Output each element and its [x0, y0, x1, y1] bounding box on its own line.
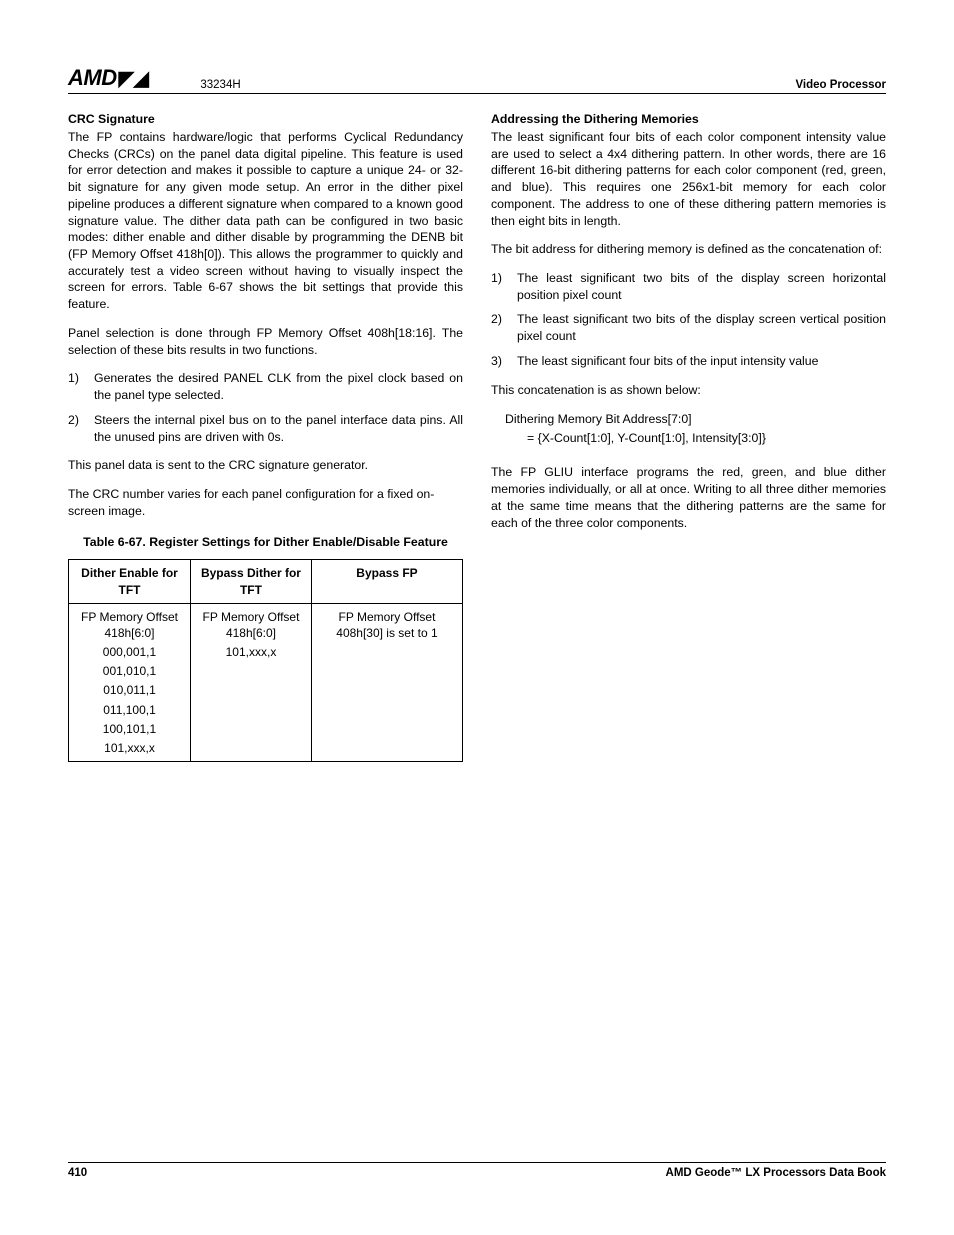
header-left: AMD◤◢ 33234H — [68, 65, 241, 91]
formula-line-2: = {X-Count[1:0], Y-Count[1:0], Intensity… — [505, 429, 886, 448]
page-footer: 410 AMD Geode™ LX Processors Data Book — [68, 1162, 886, 1179]
table-col-header: Bypass Dither for TFT — [191, 560, 312, 603]
amd-logo: AMD◤◢ — [68, 65, 148, 91]
cell-line: 000,001,1 — [73, 644, 186, 660]
amd-logo-text: AMD — [68, 65, 117, 91]
amd-logo-glyph: ◤◢ — [119, 66, 149, 91]
dither-mem-heading: Addressing the Dithering Memories — [491, 112, 886, 126]
list-item: Generates the desired PANEL CLK from the… — [68, 370, 463, 403]
cell-line: FP Memory Offset 418h[6:0] — [195, 609, 307, 641]
cell-line: 101,xxx,x — [73, 740, 186, 756]
list-item: The least significant four bits of the i… — [491, 353, 886, 370]
table-6-67-caption: Table 6-67. Register Settings for Dither… — [68, 535, 463, 551]
doc-code: 33234H — [200, 79, 240, 91]
list-item: The least significant two bits of the di… — [491, 270, 886, 303]
left-column: CRC Signature The FP contains hardware/l… — [68, 112, 463, 762]
section-title: Video Processor — [795, 79, 886, 91]
crc-para-2: Panel selection is done through FP Memor… — [68, 325, 463, 358]
page-number: 410 — [68, 1167, 87, 1179]
cell-line: 101,xxx,x — [195, 644, 307, 660]
table-cell: FP Memory Offset 418h[6:0] 000,001,1 001… — [69, 603, 191, 762]
content-columns: CRC Signature The FP contains hardware/l… — [68, 112, 886, 762]
dither-formula: Dithering Memory Bit Address[7:0] = {X-C… — [505, 410, 886, 448]
cell-line: FP Memory Offset 418h[6:0] — [73, 609, 186, 641]
table-cell: FP Memory Offset 418h[6:0] 101,xxx,x — [191, 603, 312, 762]
crc-para-3: This panel data is sent to the CRC signa… — [68, 457, 463, 474]
page-header: AMD◤◢ 33234H Video Processor — [68, 65, 886, 94]
cell-line: 011,100,1 — [73, 702, 186, 718]
formula-line-1: Dithering Memory Bit Address[7:0] — [505, 410, 886, 429]
crc-para-4: The CRC number varies for each panel con… — [68, 486, 463, 519]
table-col-header: Bypass FP — [311, 560, 462, 603]
dither-para-4: The FP GLIU interface programs the red, … — [491, 464, 886, 531]
book-title: AMD Geode™ LX Processors Data Book — [666, 1167, 886, 1179]
cell-line: FP Memory Offset 408h[30] is set to 1 — [316, 609, 458, 641]
table-col-header: Dither Enable for TFT — [69, 560, 191, 603]
panel-functions-list: Generates the desired PANEL CLK from the… — [68, 370, 463, 445]
list-item: Steers the internal pixel bus on to the … — [68, 412, 463, 445]
crc-signature-heading: CRC Signature — [68, 112, 463, 126]
table-cell: FP Memory Offset 408h[30] is set to 1 — [311, 603, 462, 762]
table-6-67: Dither Enable for TFT Bypass Dither for … — [68, 559, 463, 762]
dither-para-1: The least significant four bits of each … — [491, 129, 886, 229]
dither-para-3: This concatenation is as shown below: — [491, 382, 886, 399]
bit-address-list: The least significant two bits of the di… — [491, 270, 886, 370]
list-item: The least significant two bits of the di… — [491, 311, 886, 344]
cell-line: 100,101,1 — [73, 721, 186, 737]
right-column: Addressing the Dithering Memories The le… — [491, 112, 886, 762]
cell-line: 001,010,1 — [73, 663, 186, 679]
crc-para-1: The FP contains hardware/logic that perf… — [68, 129, 463, 313]
dither-para-2: The bit address for dithering memory is … — [491, 241, 886, 258]
cell-line: 010,011,1 — [73, 682, 186, 698]
